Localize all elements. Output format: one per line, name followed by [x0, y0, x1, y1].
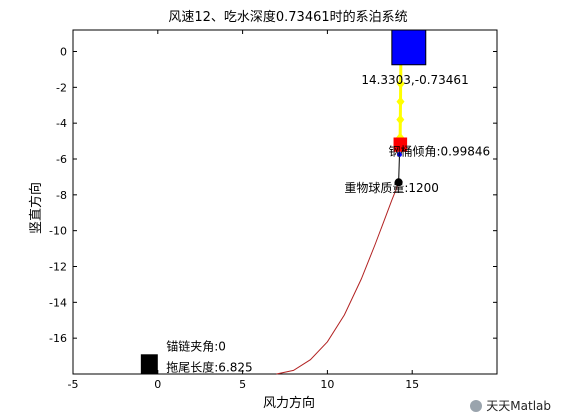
- annotation-buoy-coord: 14.3303,-0.73461: [361, 73, 468, 87]
- axes-box: [72, 29, 498, 375]
- y-tick-label: -12: [49, 261, 67, 274]
- x-tick-label: -5: [68, 378, 79, 391]
- y-tick-label: -4: [56, 117, 67, 130]
- anchor-rect: [140, 354, 158, 374]
- y-tick-label: 0: [60, 46, 67, 59]
- watermark-text: 天天Matlab: [486, 399, 551, 413]
- y-axis-label: 竖直方向: [28, 182, 44, 234]
- y-tick-label: -2: [56, 81, 67, 94]
- barrel-joint-marker: [396, 152, 402, 158]
- buoy-rect: [391, 29, 427, 66]
- y-tick-label: -14: [49, 296, 67, 309]
- annotation-drag-length: 拖尾长度:6.825: [166, 359, 252, 374]
- ball-rope: [398, 154, 400, 183]
- plot-area: -5 0 5 10 15 0 -2 -4 -6 -8 -10 -12 -14 -16 14.3303,-0.…: [49, 29, 498, 391]
- steel-barrel-rect: [393, 137, 408, 152]
- anchor-chain-curve: [276, 182, 400, 375]
- y-tick-label: -8: [56, 189, 67, 202]
- annotation-ball-mass: 重物球质量:1200: [344, 181, 439, 195]
- watermark: 天天Matlab: [470, 397, 551, 414]
- x-tick-label: 5: [239, 378, 246, 391]
- x-tick-label: 10: [320, 378, 334, 391]
- y-tick-label: -16: [49, 332, 67, 345]
- weight-ball-marker: [394, 178, 403, 187]
- annotation-chain-angle: 锚链夹角:0: [166, 339, 226, 354]
- y-tick-label: -6: [56, 153, 67, 166]
- x-tick-label: 0: [154, 378, 161, 391]
- chart-title: 风速12、吃水深度0.73461时的系泊系统: [168, 9, 407, 25]
- wechat-icon: [470, 399, 483, 412]
- y-tick-label: -10: [49, 225, 67, 238]
- x-axis-label: 风力方向: [263, 395, 315, 411]
- annotation-tilt-angle: 钢桶倾角:0.99846: [388, 143, 490, 158]
- x-tick-label: 15: [405, 378, 419, 391]
